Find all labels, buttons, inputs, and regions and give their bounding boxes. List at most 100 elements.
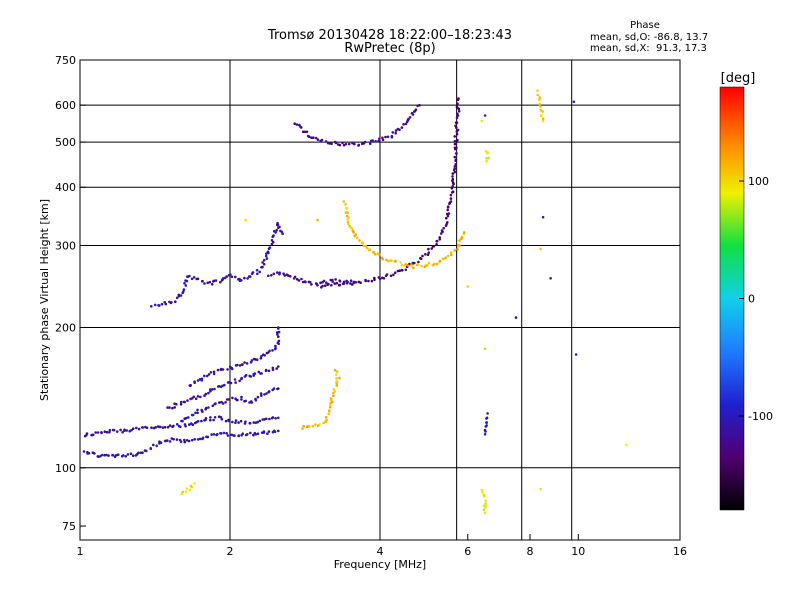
echo-point [267,369,271,373]
echo-point [196,438,200,441]
echo-point [184,284,188,287]
echo-point [258,419,262,423]
echo-point [456,128,460,132]
echo-point [93,452,96,455]
echo-point [454,121,458,124]
echo-point [400,264,404,267]
echo-point [125,429,129,432]
echo-point [276,333,279,336]
echo-point [486,152,489,155]
echo-point [349,279,353,283]
echo-point [302,424,305,428]
echo-point [175,438,179,441]
x-tick-label: 1 [77,545,84,558]
echo-point [190,438,194,442]
echo-point [358,239,361,242]
echo-point [311,425,315,428]
echo-point [455,105,459,109]
echo-point [187,439,191,443]
echo-point [108,431,111,434]
echo-point [483,506,487,509]
echo-point [453,139,457,143]
y-tick-label: 500 [55,136,76,149]
echo-point [390,134,394,138]
echo-point [180,492,183,496]
echo-point [240,279,243,282]
echo-point [402,123,405,126]
echo-point [322,421,326,425]
phase-stats-x: mean, sd,X: 91.3, 17.3 [590,43,707,54]
echo-point [240,395,243,399]
echo-point [305,130,309,134]
echo-point [454,163,458,166]
echo-point [168,424,172,427]
echo-point [453,170,457,174]
echo-point [224,401,227,404]
echo-point [184,416,188,420]
echo-point [373,252,377,256]
echo-point [353,234,357,238]
echo-point [230,275,234,279]
echo-point [541,110,544,113]
echo-point [212,279,216,283]
echo-point [374,140,377,143]
echo-point [265,417,268,421]
echo-point [277,339,281,343]
y-tick-label: 400 [55,181,76,194]
echo-point [451,190,455,193]
echo-point [175,296,179,300]
echo-point [329,401,332,405]
echo-point [536,89,539,92]
colorbar-tick-label: -100 [748,410,773,423]
echo-point [438,238,442,241]
echo-point [514,316,518,319]
echo-point [487,156,491,160]
echo-point [373,276,376,280]
echo-point [234,275,237,279]
echo-point [219,416,223,419]
echo-point [225,275,228,278]
echo-point [137,451,140,455]
echo-point [222,431,226,435]
echo-point [244,399,247,403]
echo-point [166,406,169,409]
echo-point [394,129,398,132]
echo-point [308,425,311,428]
echo-point [277,387,280,390]
echo-point [188,274,191,278]
echo-point [207,391,210,395]
echo-point [217,385,221,388]
echo-point [442,257,445,261]
echo-point [190,277,194,281]
echo-point [303,130,307,134]
echo-point [451,181,455,184]
echo-point [330,284,333,287]
echo-point [320,138,324,142]
echo-point [453,142,457,146]
x-axis-ticks: 1 2 4 6 8 10 16 [77,534,687,558]
echo-point [234,421,237,425]
echo-point [116,453,120,457]
echo-point [368,248,372,251]
echo-point [349,282,352,285]
echo-point [244,218,247,222]
echo-point [306,425,309,429]
echo-point [241,432,244,436]
echo-point [362,244,366,248]
echo-point [277,335,280,339]
echo-point [293,275,297,279]
echo-point [538,98,541,101]
echo-point [196,395,200,398]
echo-point [346,218,349,221]
echo-point [324,415,328,419]
echo-point [236,363,239,367]
echo-point [539,247,542,251]
echo-point [483,511,487,515]
echo-point [205,406,208,410]
echo-point [327,412,331,416]
echo-point [141,426,144,429]
echo-point [275,367,279,370]
echo-point [261,261,264,264]
echo-point [227,418,230,422]
